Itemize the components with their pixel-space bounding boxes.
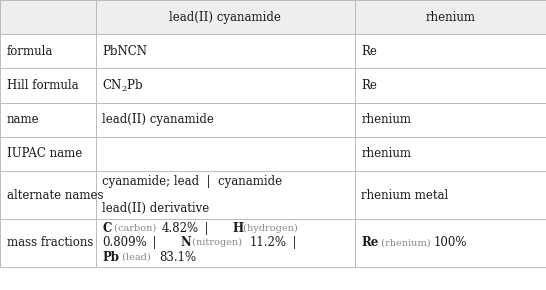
Text: name: name: [7, 113, 39, 126]
Text: (hydrogen): (hydrogen): [240, 224, 298, 233]
Text: formula: formula: [7, 45, 53, 58]
Text: 0.809%: 0.809%: [102, 236, 147, 249]
Text: 11.2%: 11.2%: [249, 236, 286, 249]
Text: rhenium: rhenium: [361, 148, 412, 160]
Text: Pb: Pb: [102, 251, 119, 264]
Text: 100%: 100%: [434, 236, 467, 249]
Text: rhenium: rhenium: [425, 11, 476, 23]
Text: cyanamide; lead  |  cyanamide: cyanamide; lead | cyanamide: [102, 175, 282, 188]
Text: 4.82%: 4.82%: [161, 222, 198, 235]
Text: |: |: [284, 236, 296, 249]
Text: C: C: [102, 222, 111, 235]
Text: (lead): (lead): [119, 253, 154, 262]
Text: PbNCN: PbNCN: [102, 45, 147, 58]
Text: (carbon): (carbon): [111, 224, 159, 233]
Text: alternate names: alternate names: [7, 188, 103, 202]
Text: lead(II) cyanamide: lead(II) cyanamide: [102, 113, 214, 126]
Text: $\mathregular{CN_2Pb}$: $\mathregular{CN_2Pb}$: [102, 77, 144, 94]
Text: rhenium: rhenium: [361, 113, 412, 126]
Text: Re: Re: [361, 236, 379, 249]
Text: IUPAC name: IUPAC name: [7, 148, 82, 160]
Text: (nitrogen): (nitrogen): [188, 238, 245, 247]
Text: Re: Re: [361, 45, 377, 58]
Text: (rhenium): (rhenium): [378, 238, 434, 247]
Text: N: N: [180, 236, 191, 249]
Text: lead(II) cyanamide: lead(II) cyanamide: [169, 11, 281, 23]
Text: lead(II) derivative: lead(II) derivative: [102, 202, 209, 215]
Text: Hill formula: Hill formula: [7, 79, 78, 92]
Text: H: H: [232, 222, 243, 235]
Text: Re: Re: [361, 79, 377, 92]
Text: |: |: [145, 236, 163, 249]
Text: rhenium metal: rhenium metal: [361, 188, 449, 202]
Text: 83.1%: 83.1%: [159, 251, 197, 264]
Text: |: |: [197, 222, 216, 235]
Bar: [0, 0, 546, 34]
Text: mass fractions: mass fractions: [7, 236, 93, 249]
